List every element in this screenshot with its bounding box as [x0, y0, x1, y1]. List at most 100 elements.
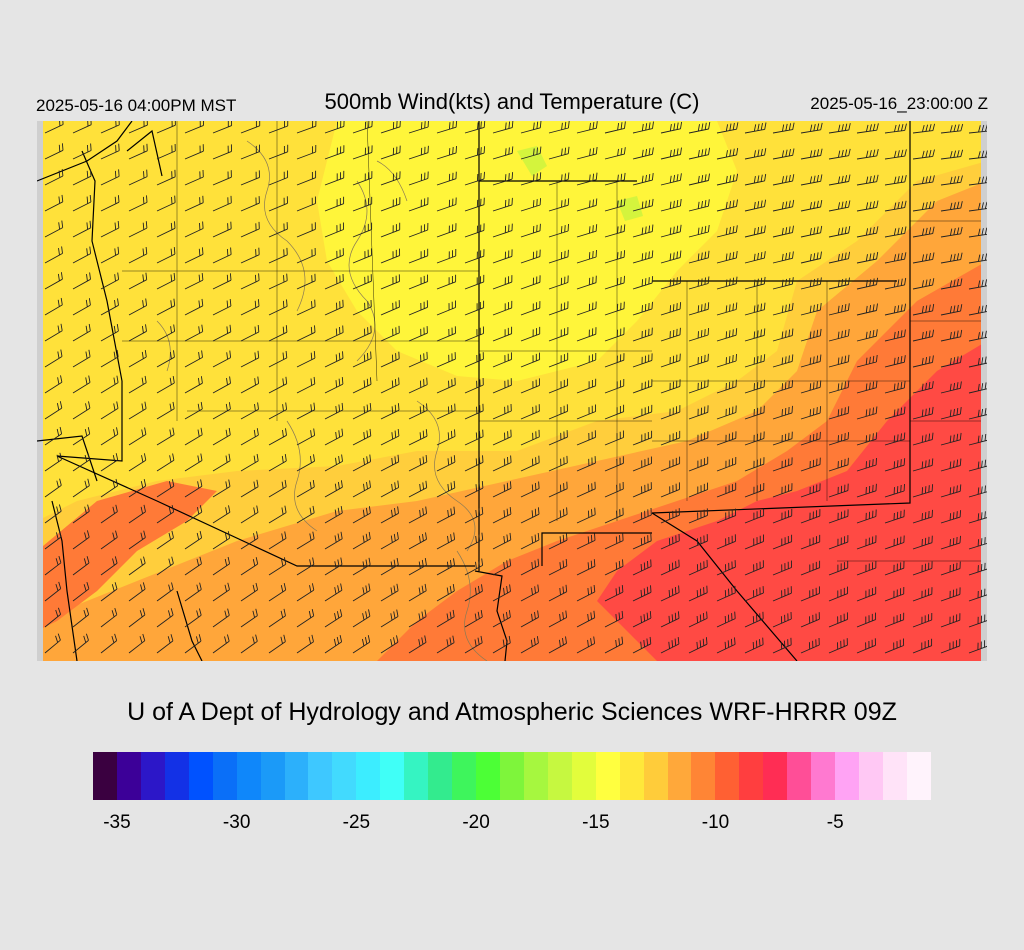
wind-barb	[352, 635, 371, 654]
wind-barb	[184, 247, 204, 264]
wind-barb	[408, 145, 429, 160]
wind-barb	[268, 557, 287, 576]
wind-barb	[772, 637, 792, 654]
wind-barb	[324, 557, 343, 576]
wind-barb	[884, 586, 905, 602]
wind-barb	[128, 121, 148, 134]
wind-barb	[856, 586, 877, 602]
wind-barb	[184, 169, 204, 186]
wind-barb	[548, 198, 570, 212]
wind-barb	[856, 638, 876, 654]
wind-barb	[884, 149, 907, 160]
wind-barb	[100, 246, 120, 264]
wind-barb	[296, 402, 316, 420]
wind-barb	[212, 531, 231, 550]
wind-barb	[184, 634, 202, 654]
wind-barb	[492, 378, 512, 394]
wind-barb	[212, 273, 232, 290]
wind-barb	[912, 535, 933, 550]
colorbar-tick-label: -35	[103, 812, 131, 833]
wind-barb	[156, 195, 176, 212]
wind-barb	[856, 123, 879, 134]
wind-barb	[940, 381, 962, 394]
wind-barb	[268, 479, 287, 498]
wind-barb	[408, 635, 427, 654]
wind-barb	[212, 324, 232, 342]
wind-barb	[632, 404, 653, 420]
wind-barb	[884, 483, 905, 498]
wind-barb	[660, 533, 680, 550]
wind-barb	[352, 248, 372, 264]
wind-barb	[296, 505, 315, 524]
wind-barb	[856, 200, 879, 212]
wind-barb	[352, 506, 371, 524]
wind-barb	[604, 378, 625, 394]
wind-barb	[912, 252, 935, 264]
wind-barb	[408, 609, 427, 628]
wind-barb	[240, 144, 261, 160]
wind-barb	[352, 480, 371, 498]
wind-barb	[408, 197, 429, 212]
wind-barb	[548, 378, 569, 394]
wind-barb	[212, 505, 231, 524]
wind-barb	[296, 247, 316, 264]
wind-barb	[688, 431, 709, 446]
wind-barb	[688, 147, 711, 160]
wind-barb	[296, 325, 316, 342]
wind-barb	[576, 275, 597, 290]
wind-barb	[408, 583, 427, 602]
county-lines	[122, 121, 981, 562]
wind-barb	[268, 531, 287, 550]
wind-barb	[436, 248, 457, 264]
wind-barb	[548, 172, 570, 186]
wind-barb	[100, 478, 119, 498]
wind-barb	[100, 582, 118, 602]
colorbar-swatch	[284, 752, 309, 800]
wind-barb	[128, 169, 148, 186]
wind-barb	[660, 379, 681, 394]
wind-barb	[632, 147, 654, 160]
wind-barb	[632, 198, 654, 212]
wind-barb	[268, 299, 288, 316]
colorbar-swatch	[906, 752, 931, 800]
wind-barb	[100, 530, 118, 550]
wind-barb	[520, 558, 540, 576]
wind-barb	[44, 530, 62, 550]
wind-barb	[940, 278, 963, 290]
wind-barb	[240, 634, 258, 654]
wind-barb	[240, 376, 260, 394]
wind-barb	[240, 453, 259, 472]
wind-barb	[912, 355, 934, 368]
wind-barb	[520, 507, 540, 524]
wind-barb	[940, 587, 961, 602]
wind-barb	[744, 225, 766, 238]
wind-barb	[268, 196, 288, 212]
wind-barb	[548, 430, 568, 446]
wind-barb	[520, 378, 540, 394]
wind-barb	[576, 636, 596, 654]
wind-barb	[884, 561, 905, 576]
wind-barb	[44, 607, 62, 628]
wind-barb	[380, 454, 400, 472]
wind-barb	[156, 556, 174, 576]
wind-barb	[968, 201, 987, 212]
wind-barb	[548, 610, 568, 628]
wind-barb	[212, 402, 231, 420]
wind-barb	[940, 252, 963, 264]
wind-barb	[324, 635, 343, 654]
wind-barb	[772, 560, 792, 576]
wind-barb	[380, 248, 401, 264]
wind-barb	[520, 249, 541, 264]
wind-barb	[100, 633, 118, 654]
wind-barb	[828, 277, 850, 290]
wind-barb	[520, 275, 541, 290]
wind-barb	[100, 504, 118, 524]
wind-barb	[828, 123, 851, 134]
wind-barb	[100, 349, 119, 368]
wind-barb	[240, 531, 259, 550]
wind-barb	[408, 429, 428, 446]
colorbar-swatch	[164, 752, 189, 800]
wind-barb	[828, 226, 851, 238]
wind-barb	[576, 172, 598, 186]
wind-barb	[772, 508, 793, 524]
